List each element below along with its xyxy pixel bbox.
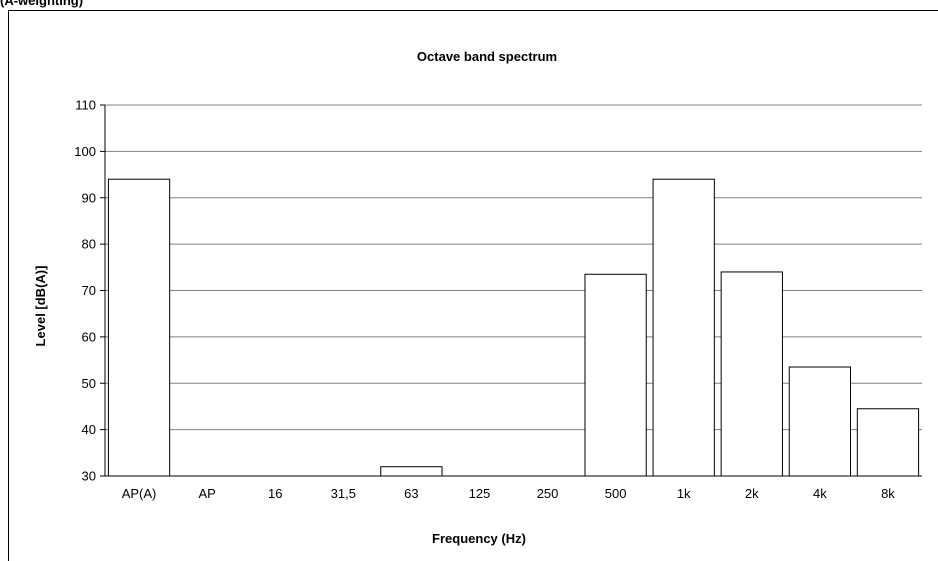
y-tick-label: 100 bbox=[74, 144, 96, 159]
bar-500 bbox=[584, 273, 647, 477]
y-tick-label: 110 bbox=[75, 98, 96, 113]
y-tick-label: 50 bbox=[82, 376, 96, 391]
y-axis-label: Level [dB(A)] bbox=[33, 266, 48, 347]
y-tick-label: 90 bbox=[82, 190, 96, 205]
bar-63 bbox=[380, 466, 443, 477]
x-axis-label: Frequency (Hz) bbox=[432, 531, 526, 546]
x-tick-label: 8k bbox=[881, 486, 895, 501]
y-tick-label: 30 bbox=[82, 469, 96, 484]
y-tick-label: 60 bbox=[82, 329, 96, 344]
chart-frame: Octave band spectrum 30 40 50 60 70 80 90 100 11… bbox=[8, 10, 938, 561]
y-tick-label: 40 bbox=[82, 422, 96, 437]
x-tick-labels: AP(A) AP 16 31,5 63 125 250 500 1k 2k 4k 8k bbox=[122, 486, 896, 501]
x-tick-label: 125 bbox=[469, 486, 491, 501]
header-fragment: (A-weighting) bbox=[0, 0, 84, 8]
bar-2k bbox=[720, 271, 783, 477]
chart-title: Octave band spectrum bbox=[417, 49, 557, 64]
x-tick-label: 31,5 bbox=[331, 486, 356, 501]
octave-band-chart: Octave band spectrum 30 40 50 60 70 80 90 100 11… bbox=[33, 49, 922, 546]
y-tick-label: 70 bbox=[82, 283, 96, 298]
x-tick-label: 2k bbox=[745, 486, 759, 501]
y-tick-labels: 30 40 50 60 70 80 90 100 110 bbox=[74, 98, 96, 484]
x-tick-label: 16 bbox=[268, 486, 282, 501]
bar-1k bbox=[652, 178, 715, 477]
bars bbox=[107, 178, 920, 477]
x-tick-label: AP(A) bbox=[122, 486, 157, 501]
x-tick-label: 4k bbox=[813, 486, 827, 501]
y-tick-label: 80 bbox=[82, 237, 96, 252]
axes bbox=[100, 104, 922, 477]
bar-AP(A) bbox=[107, 178, 171, 477]
x-tick-label: 1k bbox=[677, 486, 691, 501]
bar-8k bbox=[856, 408, 920, 477]
x-tick-label: 63 bbox=[404, 486, 418, 501]
x-tick-label: 250 bbox=[537, 486, 559, 501]
gridlines bbox=[105, 104, 922, 431]
x-tick-label: AP bbox=[198, 486, 215, 501]
x-tick-label: 500 bbox=[605, 486, 627, 501]
bar-4k bbox=[788, 366, 852, 477]
